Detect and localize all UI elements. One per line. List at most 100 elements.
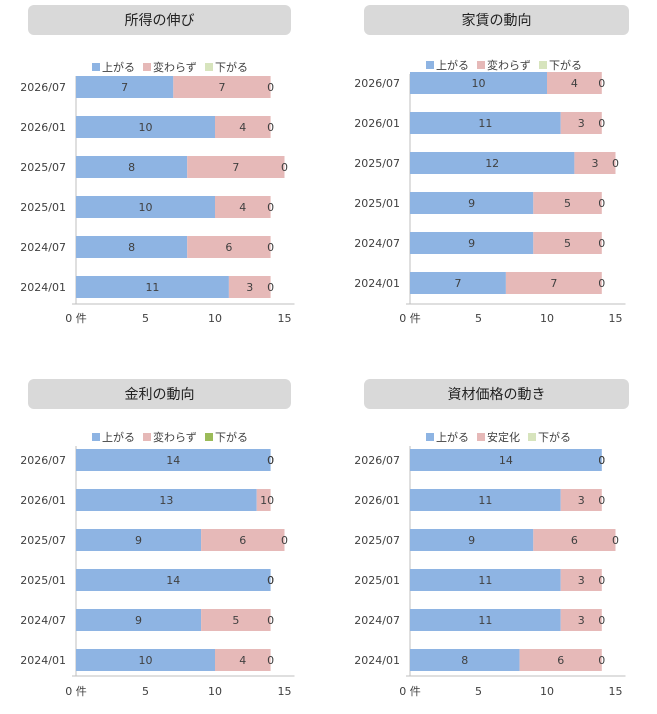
- bar-segment: [76, 489, 257, 511]
- category-label: 2025/07: [20, 534, 66, 547]
- category-label: 2024/07: [354, 237, 400, 250]
- data-label: 5: [564, 197, 571, 210]
- x-tick-label: 0 件: [399, 312, 421, 325]
- category-label: 2024/01: [20, 281, 66, 294]
- chart-income-svg: 上がる 変わらず 下がる 0 件 5 10 15 2026/07 7 7 0 2026/01 10 4 0 2…: [20, 60, 295, 325]
- x-tick-label: 0 件: [65, 312, 87, 325]
- bar-segment: [410, 272, 506, 294]
- legend-label: 変わらず: [487, 58, 531, 72]
- category-label: 2024/01: [354, 277, 400, 290]
- bar-segment: [76, 156, 188, 178]
- data-label: 0: [267, 281, 274, 294]
- x-tick-label: 15: [278, 312, 292, 325]
- data-label: 11: [478, 574, 492, 587]
- data-label: 0: [598, 277, 605, 290]
- legend-swatch: [92, 63, 100, 71]
- bar-segment: [574, 152, 616, 174]
- data-label: 7: [454, 277, 461, 290]
- x-tick-label: 0 件: [399, 685, 421, 698]
- legend-swatch: [426, 433, 434, 441]
- data-label: 11: [478, 614, 492, 627]
- category-label: 2026/01: [20, 121, 66, 134]
- category-label: 2025/01: [354, 197, 400, 210]
- legend-label: 下がる: [215, 60, 248, 74]
- data-label: 0: [598, 454, 605, 467]
- legend-swatch: [143, 63, 151, 71]
- data-label: 0: [281, 534, 288, 547]
- legend-label: 変わらず: [153, 60, 197, 74]
- legend-label: 変わらず: [153, 430, 197, 444]
- chart-panel-interest: 金利の動向 上がる 変わらず 下がる 0 件 5 10 15 2026/07 14 0 0 2026/…: [0, 374, 320, 714]
- data-label: 7: [232, 161, 239, 174]
- chart-title: 所得の伸び: [28, 5, 291, 35]
- data-label: 6: [225, 241, 232, 254]
- data-label: 3: [246, 281, 253, 294]
- legend-label: 下がる: [549, 58, 582, 72]
- legend-label: 上がる: [102, 430, 135, 444]
- data-label: 9: [135, 614, 142, 627]
- legend-swatch: [205, 63, 213, 71]
- x-tick-label: 15: [609, 312, 623, 325]
- category-label: 2025/07: [20, 161, 66, 174]
- chart-panel-income: 所得の伸び 上がる 変わらず 下がる 0 件 5 10 15 2026/07 7 7 0 2026/0…: [0, 0, 320, 340]
- data-label: 4: [571, 77, 578, 90]
- category-label: 2026/07: [354, 77, 400, 90]
- bar-segment: [533, 529, 616, 551]
- category-label: 2026/07: [20, 81, 66, 94]
- legend-swatch: [477, 61, 485, 69]
- legend-label: 安定化: [487, 430, 520, 444]
- bar-segment: [76, 569, 271, 591]
- bar-segment: [410, 232, 534, 254]
- bar-segment: [187, 156, 285, 178]
- category-label: 2024/07: [20, 241, 66, 254]
- category-label: 2025/07: [354, 157, 400, 170]
- category-label: 2024/01: [354, 654, 400, 667]
- x-tick-label: 10: [540, 312, 554, 325]
- bar-segment: [560, 489, 602, 511]
- data-label: 0: [267, 614, 274, 627]
- data-label: 12: [485, 157, 499, 170]
- data-label: 14: [499, 454, 513, 467]
- bar-segment: [76, 196, 215, 218]
- data-label: 13: [159, 494, 173, 507]
- bar-segment: [76, 276, 229, 298]
- bar-segment: [201, 609, 271, 631]
- bar-segment: [519, 649, 602, 671]
- data-label: 0: [598, 197, 605, 210]
- bar-segment: [410, 529, 534, 551]
- bar-segment: [187, 236, 271, 258]
- data-label: 6: [557, 654, 564, 667]
- data-label: 0: [281, 161, 288, 174]
- bar-segment: [410, 449, 602, 471]
- bar-segment: [410, 609, 561, 631]
- bar-segment: [215, 196, 271, 218]
- data-label: 0: [612, 534, 619, 547]
- data-label: 0: [267, 654, 274, 667]
- data-label: 0: [598, 237, 605, 250]
- x-tick-label: 5: [475, 312, 482, 325]
- x-tick-label: 10: [208, 312, 222, 325]
- bar-segment: [533, 232, 602, 254]
- data-label: 0: [598, 454, 605, 467]
- x-tick-label: 5: [142, 685, 149, 698]
- data-label: 0: [598, 494, 605, 507]
- legend-label: 下がる: [538, 430, 571, 444]
- bar-segment: [505, 272, 602, 294]
- legend-label: 下がる: [215, 430, 248, 444]
- category-label: 2026/01: [20, 494, 66, 507]
- data-label: 3: [578, 614, 585, 627]
- x-tick-label: 5: [475, 685, 482, 698]
- x-tick-label: 5: [142, 312, 149, 325]
- category-label: 2024/07: [354, 614, 400, 627]
- chart-title: 家賃の動向: [364, 5, 629, 35]
- category-label: 2024/01: [20, 654, 66, 667]
- bar-segment: [76, 116, 215, 138]
- data-label: 0: [267, 494, 274, 507]
- bar-segment: [76, 529, 202, 551]
- category-label: 2024/07: [20, 614, 66, 627]
- bar-segment: [76, 609, 202, 631]
- data-label: 3: [578, 494, 585, 507]
- bar-segment: [410, 489, 561, 511]
- category-label: 2026/01: [354, 117, 400, 130]
- data-label: 14: [166, 574, 180, 587]
